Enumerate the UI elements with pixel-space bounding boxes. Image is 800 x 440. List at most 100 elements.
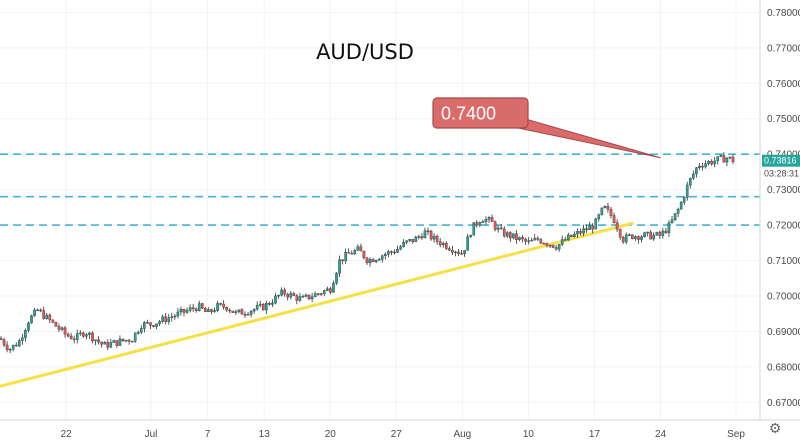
candle — [45, 313, 49, 320]
candle — [149, 322, 152, 330]
candle — [435, 234, 439, 245]
candle — [0, 336, 3, 341]
candle — [173, 313, 177, 320]
candle — [27, 321, 30, 333]
candle-body — [237, 309, 241, 312]
candle-body — [75, 333, 79, 340]
candle — [661, 227, 665, 239]
candle-body — [246, 314, 250, 316]
candle-body — [66, 333, 70, 337]
settings-gear-icon[interactable]: ⚙ — [769, 421, 782, 437]
candle-body — [472, 222, 476, 236]
candle — [493, 220, 497, 232]
candle — [594, 217, 598, 230]
candle-body — [63, 327, 67, 335]
candle-body — [435, 235, 439, 242]
candle — [176, 308, 180, 319]
candle-body — [624, 234, 628, 243]
candle — [707, 160, 710, 166]
candle-body — [615, 222, 619, 230]
candle-body — [51, 319, 55, 323]
candle-body — [560, 239, 564, 245]
candle — [210, 308, 213, 315]
candle — [258, 300, 262, 308]
candle — [237, 309, 241, 314]
candle-body — [368, 259, 372, 264]
candle — [39, 308, 42, 313]
candle — [66, 332, 70, 338]
candle-body — [45, 314, 49, 319]
candle — [612, 212, 616, 224]
candle-body — [164, 316, 168, 322]
candle — [161, 314, 164, 324]
candle — [127, 338, 131, 345]
candle-body — [576, 231, 579, 235]
candle-body — [542, 242, 546, 245]
candle — [426, 227, 430, 236]
candle — [414, 235, 418, 243]
candle — [326, 286, 329, 291]
candle-body — [466, 236, 469, 251]
candle-body — [149, 322, 152, 326]
price-tick-label: 0.72000 — [767, 221, 800, 232]
last-price-badge-bg — [762, 154, 800, 167]
candle-body — [124, 339, 128, 342]
candle-body — [524, 238, 527, 242]
candle — [347, 248, 351, 254]
candle — [304, 293, 308, 298]
candle — [268, 301, 271, 306]
candle — [112, 339, 116, 343]
candle — [667, 220, 671, 237]
candle — [731, 154, 735, 165]
candle-body — [701, 165, 704, 168]
candle-body — [704, 163, 707, 168]
candle-body — [39, 309, 42, 312]
candle-body — [365, 257, 369, 264]
candle — [390, 250, 393, 256]
candle — [57, 323, 61, 333]
candle — [255, 301, 259, 311]
candle — [341, 259, 344, 265]
candle — [387, 250, 390, 258]
candle-body — [36, 309, 39, 312]
candle — [701, 162, 704, 171]
candle-body — [521, 237, 524, 240]
candle — [307, 294, 311, 301]
candle-body — [277, 294, 280, 297]
candle-body — [557, 244, 561, 250]
candle — [588, 221, 591, 231]
candle-body — [597, 214, 601, 220]
candle — [679, 200, 683, 210]
candle-body — [362, 250, 366, 259]
candle-body — [341, 259, 344, 262]
candle — [72, 335, 76, 344]
candle-body — [515, 233, 518, 240]
candle — [335, 272, 338, 285]
candle — [136, 330, 140, 335]
candle — [624, 232, 628, 245]
candle — [204, 306, 207, 312]
time-tick-label: 17 — [589, 429, 601, 440]
time-axis[interactable]: 22 Jul 7 13 20 27 Aug 10 17 24 Sep — [0, 419, 800, 440]
candle-body — [112, 340, 116, 343]
time-tick-label: 7 — [205, 429, 211, 440]
candle — [521, 235, 524, 243]
candle-body — [438, 241, 442, 246]
candle-body — [292, 293, 296, 296]
candle — [478, 221, 482, 228]
price-tick-label: 0.75000 — [767, 114, 800, 125]
candle — [704, 160, 707, 169]
candle-body — [18, 340, 21, 347]
candle — [313, 291, 317, 298]
last-price-badge: 0.73816 03:28:31 — [762, 154, 800, 179]
price-axis[interactable]: 0.67000 0.68000 0.69000 0.70000 0.71000 0.720… — [759, 0, 800, 420]
candle — [634, 235, 637, 242]
candle — [466, 233, 469, 251]
candle — [600, 207, 604, 216]
candle-body — [469, 235, 473, 237]
candle-body — [100, 341, 103, 345]
candle-body — [667, 222, 671, 233]
candle-body — [231, 310, 235, 313]
candle — [21, 333, 24, 345]
candle-body — [609, 209, 613, 216]
